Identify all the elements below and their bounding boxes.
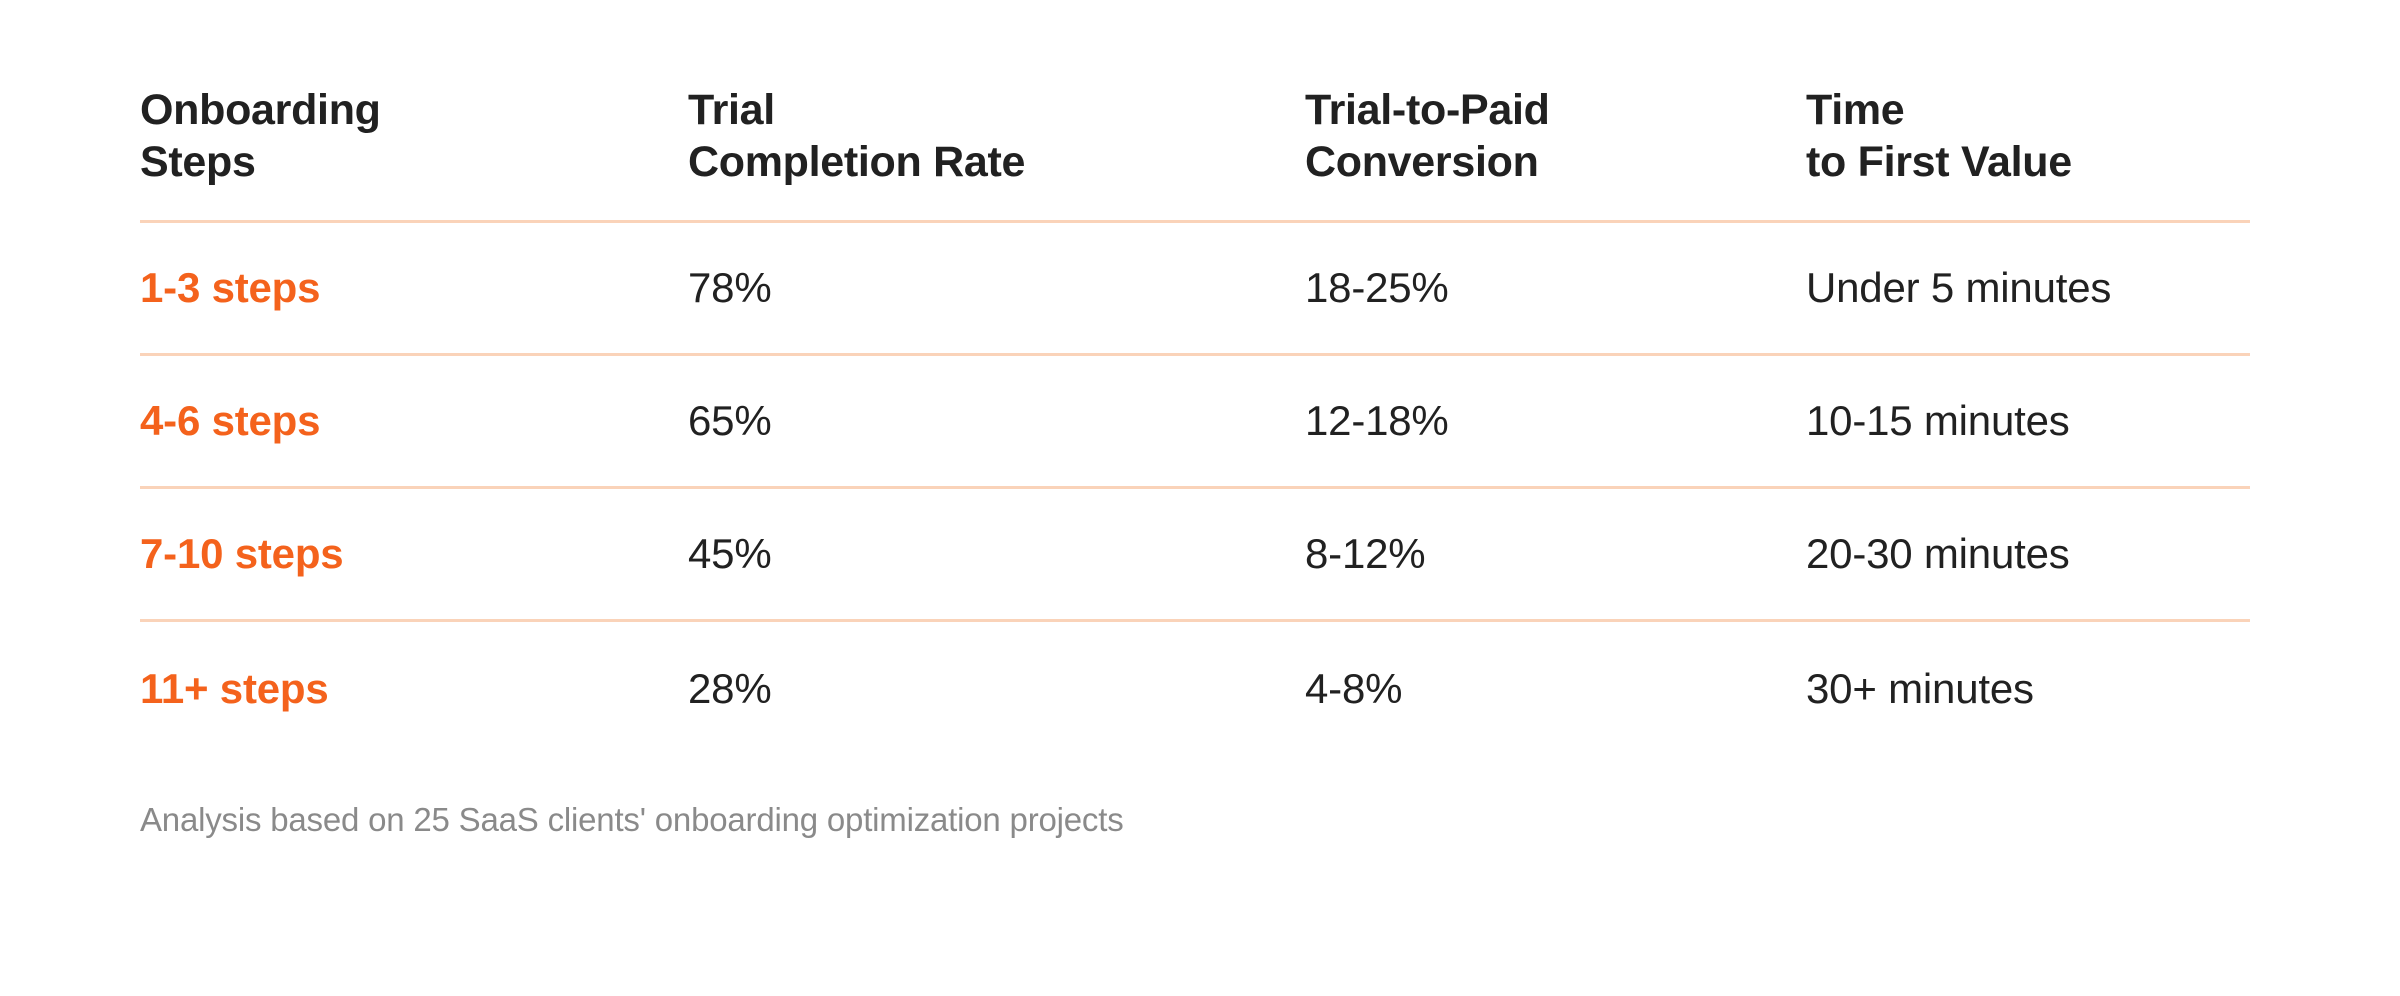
row-steps-label: 11+ steps: [140, 664, 329, 712]
cell-completion-rate: 45%: [688, 530, 772, 577]
cell-conversion: 18-25%: [1305, 264, 1449, 311]
table-row: 7-10 steps 45% 8-12% 20-30 minutes: [140, 489, 2250, 622]
row-steps-label: 1-3 steps: [140, 264, 321, 311]
cell-conversion: 12-18%: [1305, 397, 1449, 444]
cell-time-to-value: Under 5 minutes: [1806, 264, 2112, 311]
table-row: 1-3 steps 78% 18-25% Under 5 minutes: [140, 223, 2250, 356]
analysis-footnote: Analysis based on 25 SaaS clients' onboa…: [140, 801, 1124, 838]
header-trial-to-paid-conversion: Trial-to-Paid Conversion: [1305, 86, 1550, 186]
cell-time-to-value: 10-15 minutes: [1806, 397, 2070, 444]
row-steps-label: 7-10 steps: [140, 530, 344, 577]
table-header-row: Onboarding Steps Trial Completion Rate T…: [140, 84, 2250, 223]
row-steps-label: 4-6 steps: [140, 397, 321, 444]
onboarding-metrics-table: Onboarding Steps Trial Completion Rate T…: [140, 84, 2250, 755]
header-time-to-first-value: Time to First Value: [1806, 86, 2072, 186]
cell-completion-rate: 28%: [688, 664, 772, 712]
cell-time-to-value: 20-30 minutes: [1806, 530, 2070, 577]
cell-conversion: 4-8%: [1305, 664, 1403, 712]
table-row: 4-6 steps 65% 12-18% 10-15 minutes: [140, 356, 2250, 489]
cell-completion-rate: 65%: [688, 397, 772, 444]
cell-time-to-value: 30+ minutes: [1806, 664, 2034, 712]
table-row: 11+ steps 28% 4-8% 30+ minutes: [140, 622, 2250, 755]
header-trial-completion-rate: Trial Completion Rate: [688, 86, 1026, 186]
cell-completion-rate: 78%: [688, 264, 772, 311]
header-onboarding-steps: Onboarding Steps: [140, 86, 381, 186]
cell-conversion: 8-12%: [1305, 530, 1426, 577]
